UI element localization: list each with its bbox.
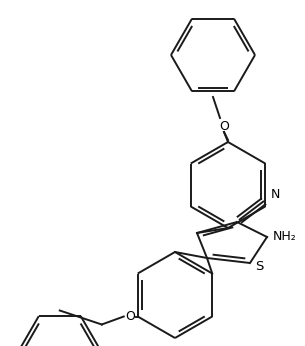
Text: N: N [271, 189, 280, 201]
Text: O: O [219, 120, 229, 134]
Text: NH₂: NH₂ [273, 230, 297, 244]
Text: S: S [255, 260, 264, 273]
Text: O: O [125, 310, 135, 323]
